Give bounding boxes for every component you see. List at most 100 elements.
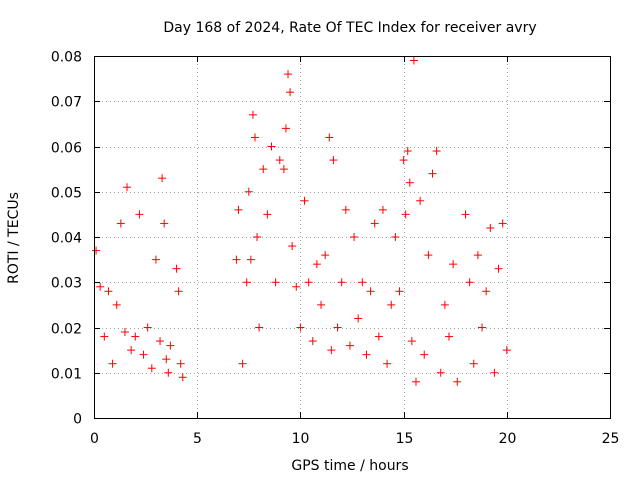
data-point xyxy=(424,251,433,260)
data-point xyxy=(120,328,129,337)
data-point xyxy=(166,341,175,350)
data-point xyxy=(420,350,429,359)
data-point xyxy=(158,174,167,183)
data-point xyxy=(123,183,132,192)
data-point xyxy=(238,359,247,368)
data-point xyxy=(271,278,280,287)
data-point xyxy=(449,260,458,269)
data-point xyxy=(317,300,326,309)
x-tick-labels: 0 5 10 15 20 25 xyxy=(90,431,619,447)
x-axis-title: GPS time / hours xyxy=(291,458,408,474)
data-point xyxy=(358,278,367,287)
data-point xyxy=(416,196,425,205)
data-point xyxy=(296,323,305,332)
data-point xyxy=(411,377,420,386)
data-point xyxy=(325,133,334,142)
data-point xyxy=(436,368,445,377)
data-point xyxy=(366,287,375,296)
y-tick-label: 0.08 xyxy=(51,50,82,66)
data-point xyxy=(176,359,185,368)
data-point xyxy=(405,178,414,187)
data-point xyxy=(108,359,117,368)
data-point xyxy=(494,264,503,273)
data-point xyxy=(156,337,165,346)
data-point xyxy=(232,255,241,264)
data-point xyxy=(96,282,105,291)
chart-title: Day 168 of 2024, Rate Of TEC Index for r… xyxy=(163,20,536,36)
x-tick-label: 0 xyxy=(90,431,99,447)
data-point xyxy=(321,251,330,260)
data-point xyxy=(399,156,408,165)
data-point xyxy=(143,323,152,332)
data-point xyxy=(284,70,293,79)
data-point xyxy=(345,341,354,350)
data-point xyxy=(242,278,251,287)
grid xyxy=(94,56,610,418)
data-point xyxy=(498,219,507,228)
data-point xyxy=(104,287,113,296)
data-point xyxy=(395,287,404,296)
data-point xyxy=(350,233,359,241)
data-point xyxy=(409,56,418,65)
data-point xyxy=(473,251,482,260)
data-point xyxy=(116,219,125,228)
data-point xyxy=(250,133,259,142)
data-point xyxy=(486,223,495,232)
data-point xyxy=(333,323,342,332)
data-point xyxy=(131,332,140,341)
data-point xyxy=(244,187,253,196)
data-point xyxy=(391,233,400,241)
data-point xyxy=(292,282,301,291)
data-point xyxy=(279,165,288,174)
data-point xyxy=(172,264,181,273)
data-point xyxy=(502,346,511,355)
data-point xyxy=(304,278,313,287)
data-point xyxy=(308,337,317,346)
y-tick-label: 0 xyxy=(73,412,82,428)
data-point xyxy=(162,355,171,364)
y-tick-label: 0.01 xyxy=(51,367,82,383)
data-point xyxy=(490,368,499,377)
data-point xyxy=(482,287,491,296)
data-point xyxy=(174,287,183,296)
data-point xyxy=(478,323,487,332)
x-tick-label: 15 xyxy=(396,431,414,447)
data-point xyxy=(465,278,474,287)
data-point xyxy=(337,278,346,287)
data-point xyxy=(329,156,338,165)
y-axis-title: ROTI / TECUs xyxy=(6,192,22,284)
data-point xyxy=(281,124,290,133)
data-point xyxy=(407,337,416,346)
data-point xyxy=(445,332,454,341)
data-point xyxy=(151,255,160,264)
data-point xyxy=(234,205,243,214)
data-point xyxy=(428,169,437,178)
data-points xyxy=(92,56,511,386)
data-point xyxy=(255,323,264,332)
data-point xyxy=(100,332,109,341)
data-point xyxy=(354,314,363,323)
data-point xyxy=(275,156,284,165)
y-tick-label: 0.06 xyxy=(51,141,82,157)
data-point xyxy=(300,196,309,205)
data-point xyxy=(401,210,410,219)
data-point xyxy=(440,300,449,309)
y-tick-label: 0.02 xyxy=(51,322,82,338)
data-point xyxy=(374,332,383,341)
y-tick-label: 0.07 xyxy=(51,95,82,111)
data-point xyxy=(341,205,350,214)
y-tick-label: 0.05 xyxy=(51,186,82,202)
data-point xyxy=(135,210,144,219)
data-point xyxy=(312,260,321,269)
data-point xyxy=(263,210,272,219)
data-point xyxy=(160,219,169,228)
data-point xyxy=(246,255,255,264)
x-tick-label: 10 xyxy=(292,431,310,447)
data-point xyxy=(164,368,173,377)
data-point xyxy=(178,373,187,382)
data-point xyxy=(453,377,462,386)
y-tick-label: 0.04 xyxy=(51,231,82,247)
data-point xyxy=(288,242,297,251)
x-tick-label: 20 xyxy=(499,431,517,447)
data-point xyxy=(469,359,478,368)
